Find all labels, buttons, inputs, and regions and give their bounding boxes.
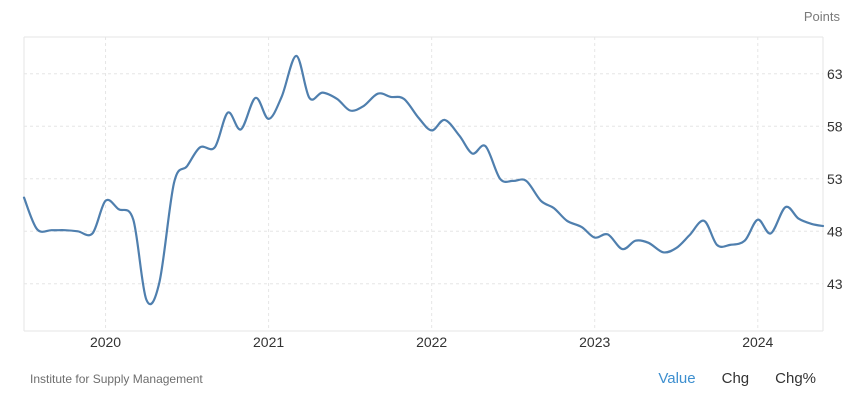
plot-area	[24, 37, 823, 331]
y-tick-label-58: 58	[827, 118, 843, 134]
view-tabs: Value Chg Chg%	[658, 370, 816, 387]
y-axis-labels: 43 48 53 58 63	[827, 66, 843, 292]
tab-value[interactable]: Value	[658, 370, 696, 387]
x-tick-label-2023: 2023	[579, 334, 610, 350]
tab-chg[interactable]: Chg	[721, 370, 750, 387]
x-tick-label-2021: 2021	[253, 334, 284, 350]
unit-label: Points	[803, 9, 840, 24]
series-line-value[interactable]	[22, 54, 825, 306]
y-tick-label-48: 48	[827, 223, 843, 239]
x-tick-label-2022: 2022	[416, 334, 447, 350]
tab-chg-percent[interactable]: Chg%	[775, 370, 816, 387]
y-tick-label-53: 53	[827, 171, 843, 187]
source-label: Institute for Supply Management	[30, 372, 203, 386]
y-tick-label-43: 43	[827, 276, 843, 292]
x-tick-label-2024: 2024	[742, 334, 773, 350]
y-tick-label-63: 63	[827, 66, 843, 82]
x-axis-labels: 2020 2021 2022 2023 2024	[90, 334, 774, 350]
x-tick-label-2020: 2020	[90, 334, 121, 350]
gridlines	[23, 36, 824, 332]
